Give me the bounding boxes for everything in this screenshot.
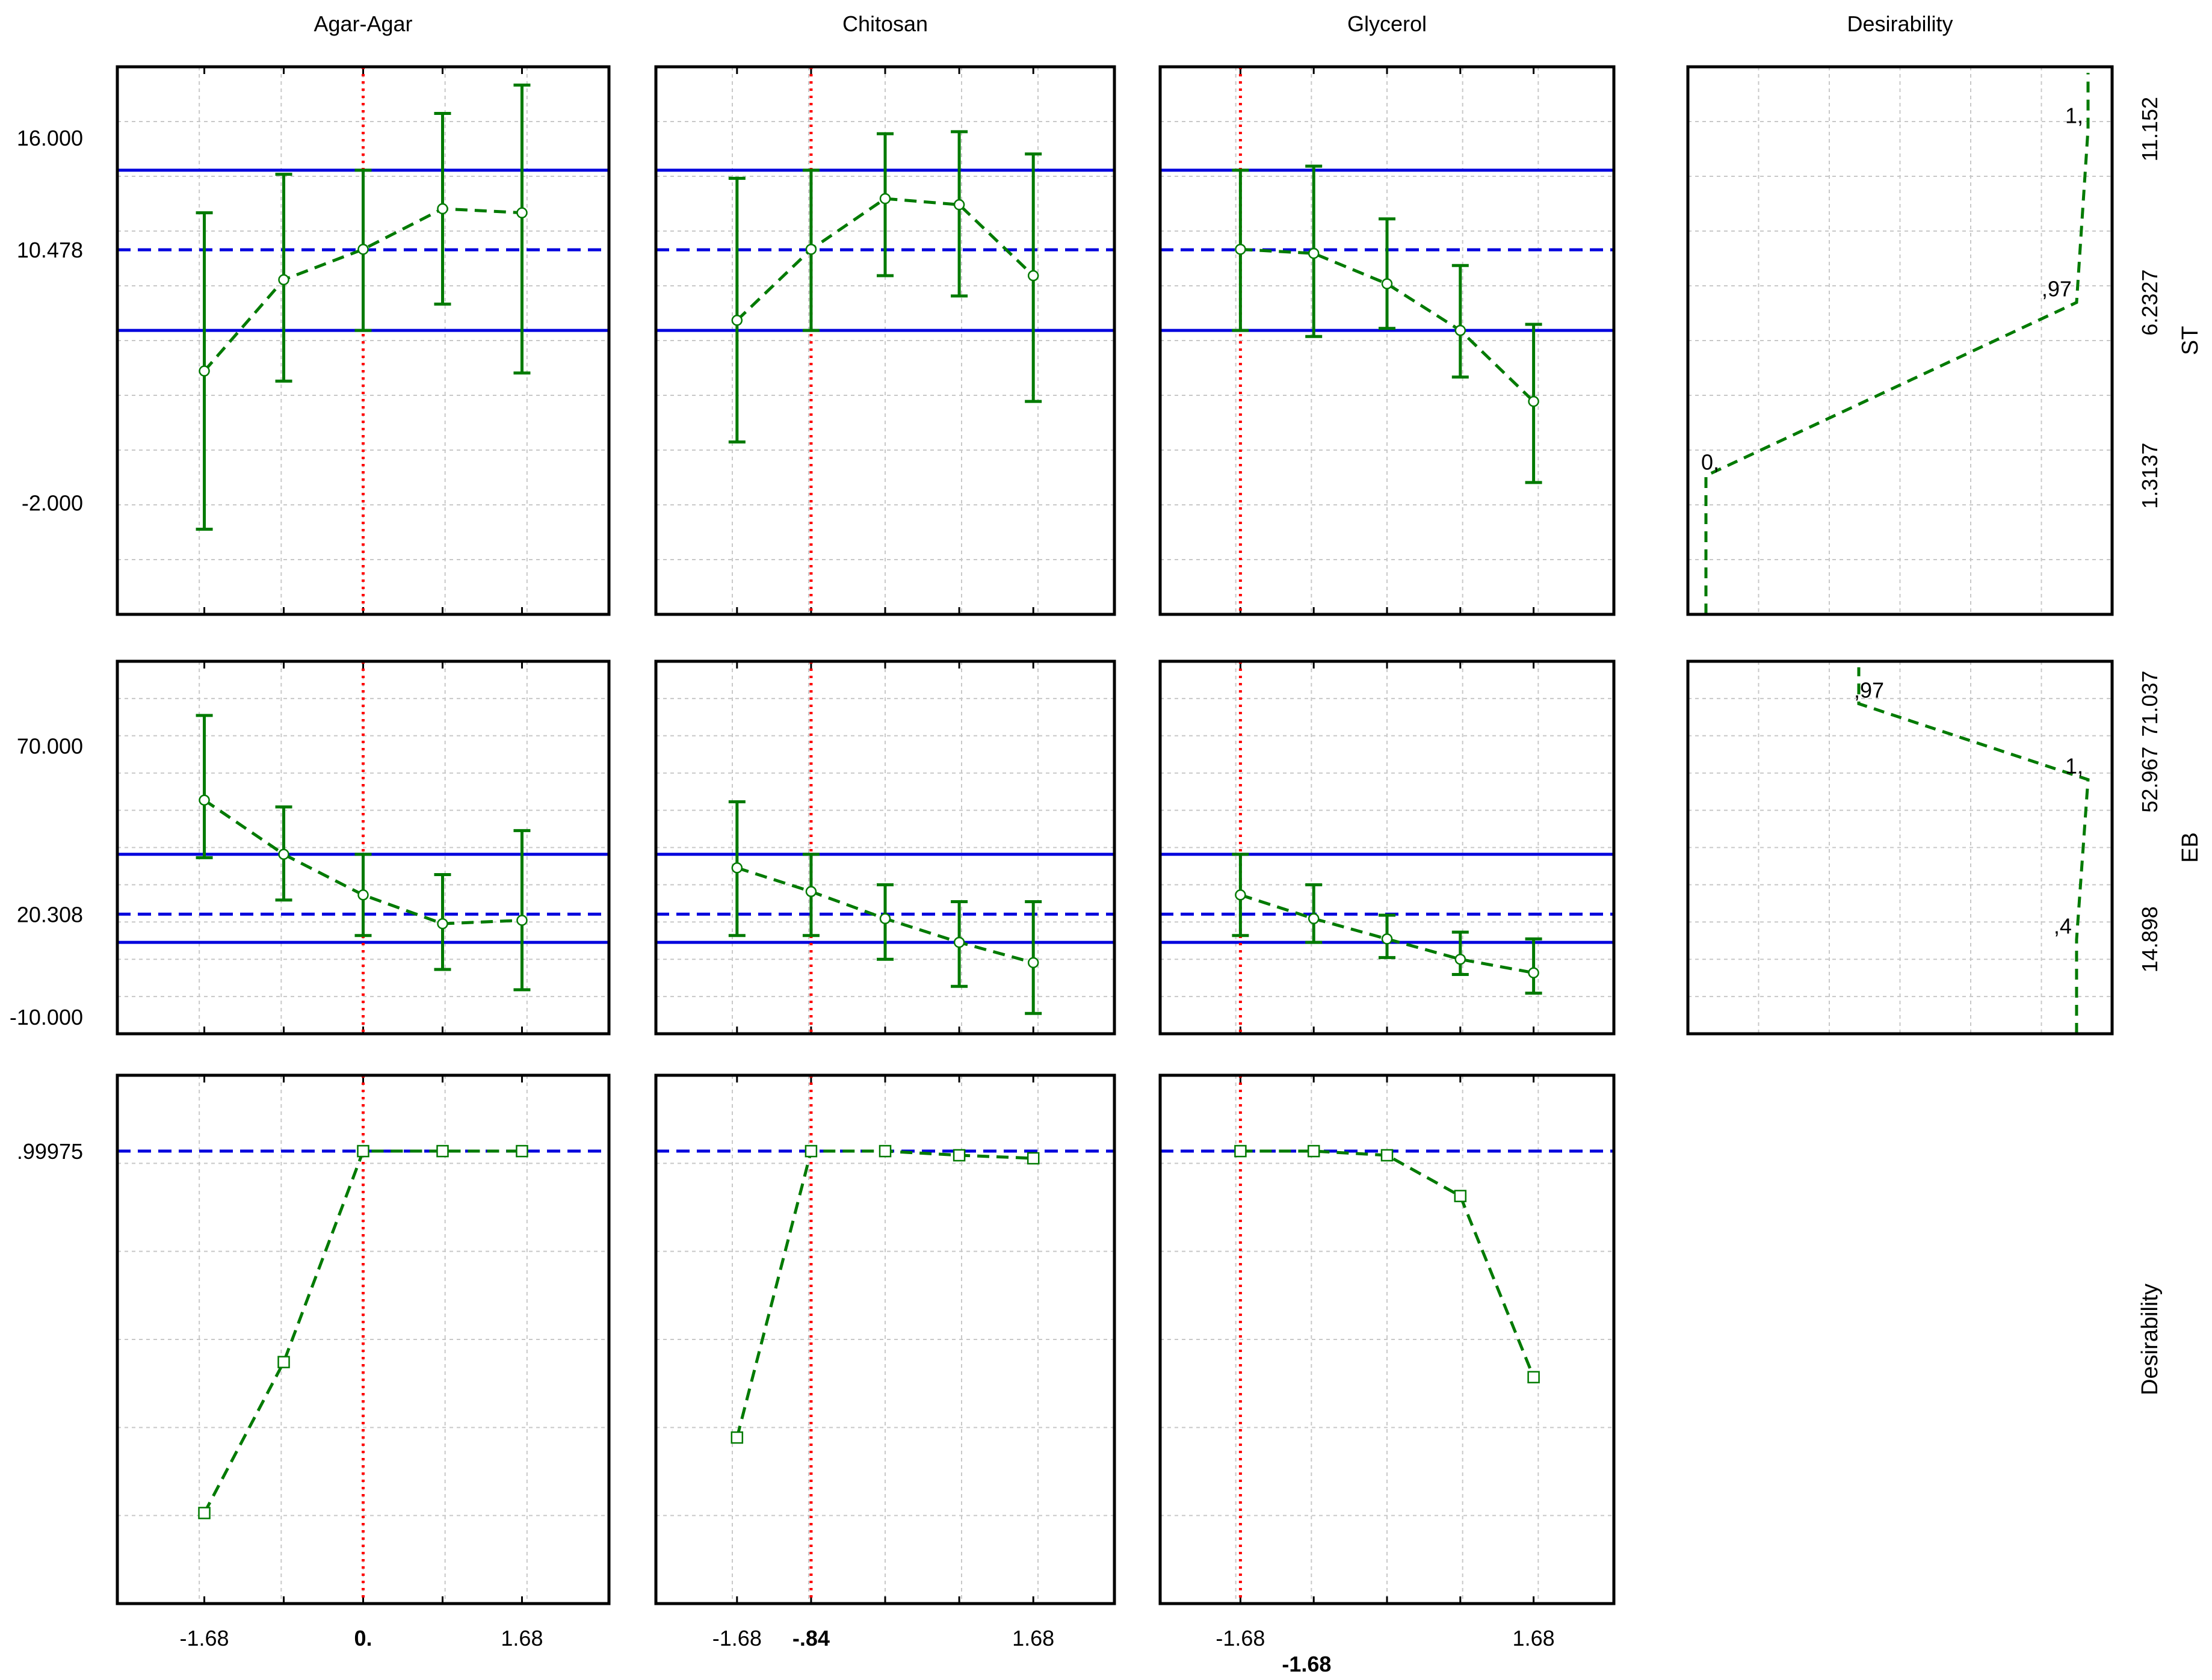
desirability-value-label-st: 11.152 bbox=[2137, 97, 2162, 161]
panel-desirability-chitosan-data-point bbox=[805, 1144, 818, 1158]
x-tick-label-agar-agar: -1.68 bbox=[180, 1626, 229, 1651]
panel-st-glycerol-frame bbox=[1158, 65, 1616, 616]
x-tick-label-agar-agar: 0. bbox=[354, 1626, 372, 1651]
panel-st-agar-agar-frame bbox=[116, 65, 611, 616]
panel-desirability-chitosan-data-point bbox=[731, 1431, 744, 1444]
desirability-value-label-eb: 52.967 bbox=[2137, 747, 2162, 813]
panel-eb-desirability-frame bbox=[1686, 659, 2114, 1036]
row-title-eb: EB bbox=[2178, 832, 2203, 863]
panel-desirability-agar-agar-data-point bbox=[277, 1356, 290, 1368]
panel-eb-desirability-annotation: ,4 bbox=[2054, 913, 2072, 938]
panel-st-chitosan-data-point bbox=[879, 193, 891, 205]
panel-eb-desirability-annotation: 1, bbox=[2065, 754, 2083, 779]
panel-eb-chitosan-data-point bbox=[1027, 957, 1039, 969]
panel-st-desirability-desirability-curve bbox=[1704, 73, 2090, 614]
panel-desirability-glycerol-data-point bbox=[1307, 1144, 1320, 1158]
panel-st-glycerol-data-point bbox=[1308, 247, 1320, 259]
panel-desirability-agar-agar-data-point bbox=[436, 1144, 449, 1158]
panel-st-desirability-annotation: ,97 bbox=[2042, 277, 2072, 301]
panel-st-desirability-annotation: 1, bbox=[2065, 103, 2083, 128]
panel-eb-chitosan-data-point bbox=[953, 936, 965, 948]
current-setting-label-glycerol: -1.68 bbox=[1282, 1652, 1331, 1676]
panel-st-glycerol-predicted-curve bbox=[1240, 247, 1535, 403]
panel-st-agar-agar-data-point bbox=[357, 244, 369, 255]
panel-desirability-agar-agar-frame bbox=[116, 1073, 611, 1605]
panel-eb-agar-agar-data-point bbox=[516, 915, 528, 926]
panel-st-glycerol-data-point bbox=[1235, 244, 1246, 255]
panel-eb-glycerol-predicted-curve bbox=[1240, 893, 1534, 975]
panel-st-agar-agar-data-point bbox=[199, 365, 210, 377]
panel-st-chitosan-data-point bbox=[805, 244, 817, 255]
y-tick-label-desirability: .99975 bbox=[17, 1139, 83, 1164]
panel-eb-agar-agar-frame bbox=[116, 659, 611, 1036]
panel-eb-agar-agar-data-point bbox=[357, 889, 369, 901]
panel-eb-glycerol-data-point bbox=[1528, 967, 1539, 978]
column-title-glycerol: Glycerol bbox=[1347, 11, 1427, 36]
panel-st-agar-agar-data-point bbox=[278, 274, 289, 286]
panel-desirability-chitosan-data-point bbox=[879, 1144, 892, 1158]
panel-eb-glycerol-data-point bbox=[1454, 953, 1466, 965]
panel-eb-desirability-annotation: ,97 bbox=[1854, 678, 1884, 703]
x-tick-label-glycerol: 1.68 bbox=[1513, 1626, 1555, 1651]
panel-eb-agar-agar-data-point bbox=[199, 794, 210, 806]
desirability-value-label-st: 6.2327 bbox=[2137, 270, 2162, 336]
column-title-desirability: Desirability bbox=[1847, 11, 1953, 36]
panel-desirability-glycerol-data-point bbox=[1234, 1144, 1247, 1158]
panel-eb-glycerol-data-point bbox=[1308, 913, 1320, 924]
panel-eb-chitosan-data-point bbox=[879, 913, 891, 924]
panel-desirability-glycerol-frame bbox=[1158, 1073, 1616, 1605]
panel-desirability-agar-agar-data-point bbox=[357, 1144, 369, 1158]
desirability-value-label-eb: 71.037 bbox=[2137, 670, 2162, 737]
panel-desirability-agar-agar-data-point bbox=[516, 1144, 528, 1158]
panel-eb-glycerol-data-point bbox=[1381, 933, 1393, 945]
panel-desirability-chitosan-data-point bbox=[953, 1149, 966, 1162]
panel-st-chitosan-data-point bbox=[1027, 270, 1039, 282]
panel-eb-desirability-desirability-curve bbox=[1857, 667, 2090, 1034]
panel-desirability-chitosan-frame bbox=[654, 1073, 1116, 1605]
panel-eb-agar-agar-data-point bbox=[437, 918, 448, 930]
column-title-agar-agar: Agar-Agar bbox=[314, 11, 412, 36]
panel-eb-chitosan-frame bbox=[654, 659, 1116, 1036]
panel-st-chitosan-frame bbox=[654, 65, 1116, 616]
panel-st-desirability-frame bbox=[1686, 65, 2114, 616]
y-tick-label-st: 16.000 bbox=[17, 126, 83, 150]
panel-st-glycerol-data-point bbox=[1381, 278, 1393, 289]
y-tick-label-st: 10.478 bbox=[17, 238, 83, 262]
x-tick-label-agar-agar: 1.68 bbox=[501, 1626, 543, 1651]
panel-st-agar-agar-predicted-curve bbox=[203, 207, 522, 372]
panel-desirability-glycerol-data-point bbox=[1454, 1190, 1467, 1202]
x-tick-label-chitosan: 1.68 bbox=[1012, 1626, 1054, 1651]
panel-eb-agar-agar-predicted-curve bbox=[203, 798, 522, 925]
y-tick-label-eb: 70.000 bbox=[17, 734, 83, 759]
row-title-st: ST bbox=[2178, 326, 2203, 356]
panel-eb-glycerol-data-point bbox=[1235, 889, 1246, 901]
x-tick-label-glycerol: -1.68 bbox=[1216, 1626, 1265, 1651]
panel-st-agar-agar-data-point bbox=[437, 203, 448, 215]
panel-st-desirability-annotation: 0, bbox=[1701, 450, 1719, 475]
panel-desirability-glycerol-data-point bbox=[1527, 1371, 1540, 1383]
x-tick-label-chitosan: -1.68 bbox=[712, 1626, 762, 1651]
panel-eb-chitosan-data-point bbox=[805, 886, 817, 897]
panel-eb-chitosan-data-point bbox=[731, 862, 743, 874]
panel-desirability-chitosan-data-point bbox=[1027, 1152, 1040, 1165]
panel-desirability-agar-agar-data-point bbox=[198, 1507, 211, 1519]
panel-desirability-glycerol-data-point bbox=[1380, 1149, 1394, 1162]
y-tick-label-eb: 20.308 bbox=[17, 902, 83, 927]
y-tick-label-st: -2.000 bbox=[22, 491, 83, 516]
panel-st-glycerol-data-point bbox=[1528, 395, 1539, 407]
desirability-value-label-st: 1.3137 bbox=[2137, 443, 2162, 509]
panel-st-agar-agar-data-point bbox=[516, 207, 528, 218]
panel-st-chitosan-predicted-curve bbox=[736, 197, 1034, 322]
panel-st-chitosan-data-point bbox=[731, 315, 743, 326]
panel-eb-glycerol-frame bbox=[1158, 659, 1616, 1036]
desirability-value-label-eb: 14.898 bbox=[2137, 906, 2162, 972]
panel-st-chitosan-data-point bbox=[953, 199, 965, 211]
panel-eb-agar-agar-data-point bbox=[278, 848, 289, 860]
x-tick-label-chitosan: -.84 bbox=[792, 1626, 830, 1651]
column-title-chitosan: Chitosan bbox=[842, 11, 928, 36]
row-title-desirability: Desirability bbox=[2137, 1283, 2163, 1395]
panel-st-glycerol-data-point bbox=[1454, 324, 1466, 336]
y-tick-label-eb: -10.000 bbox=[10, 1005, 83, 1030]
